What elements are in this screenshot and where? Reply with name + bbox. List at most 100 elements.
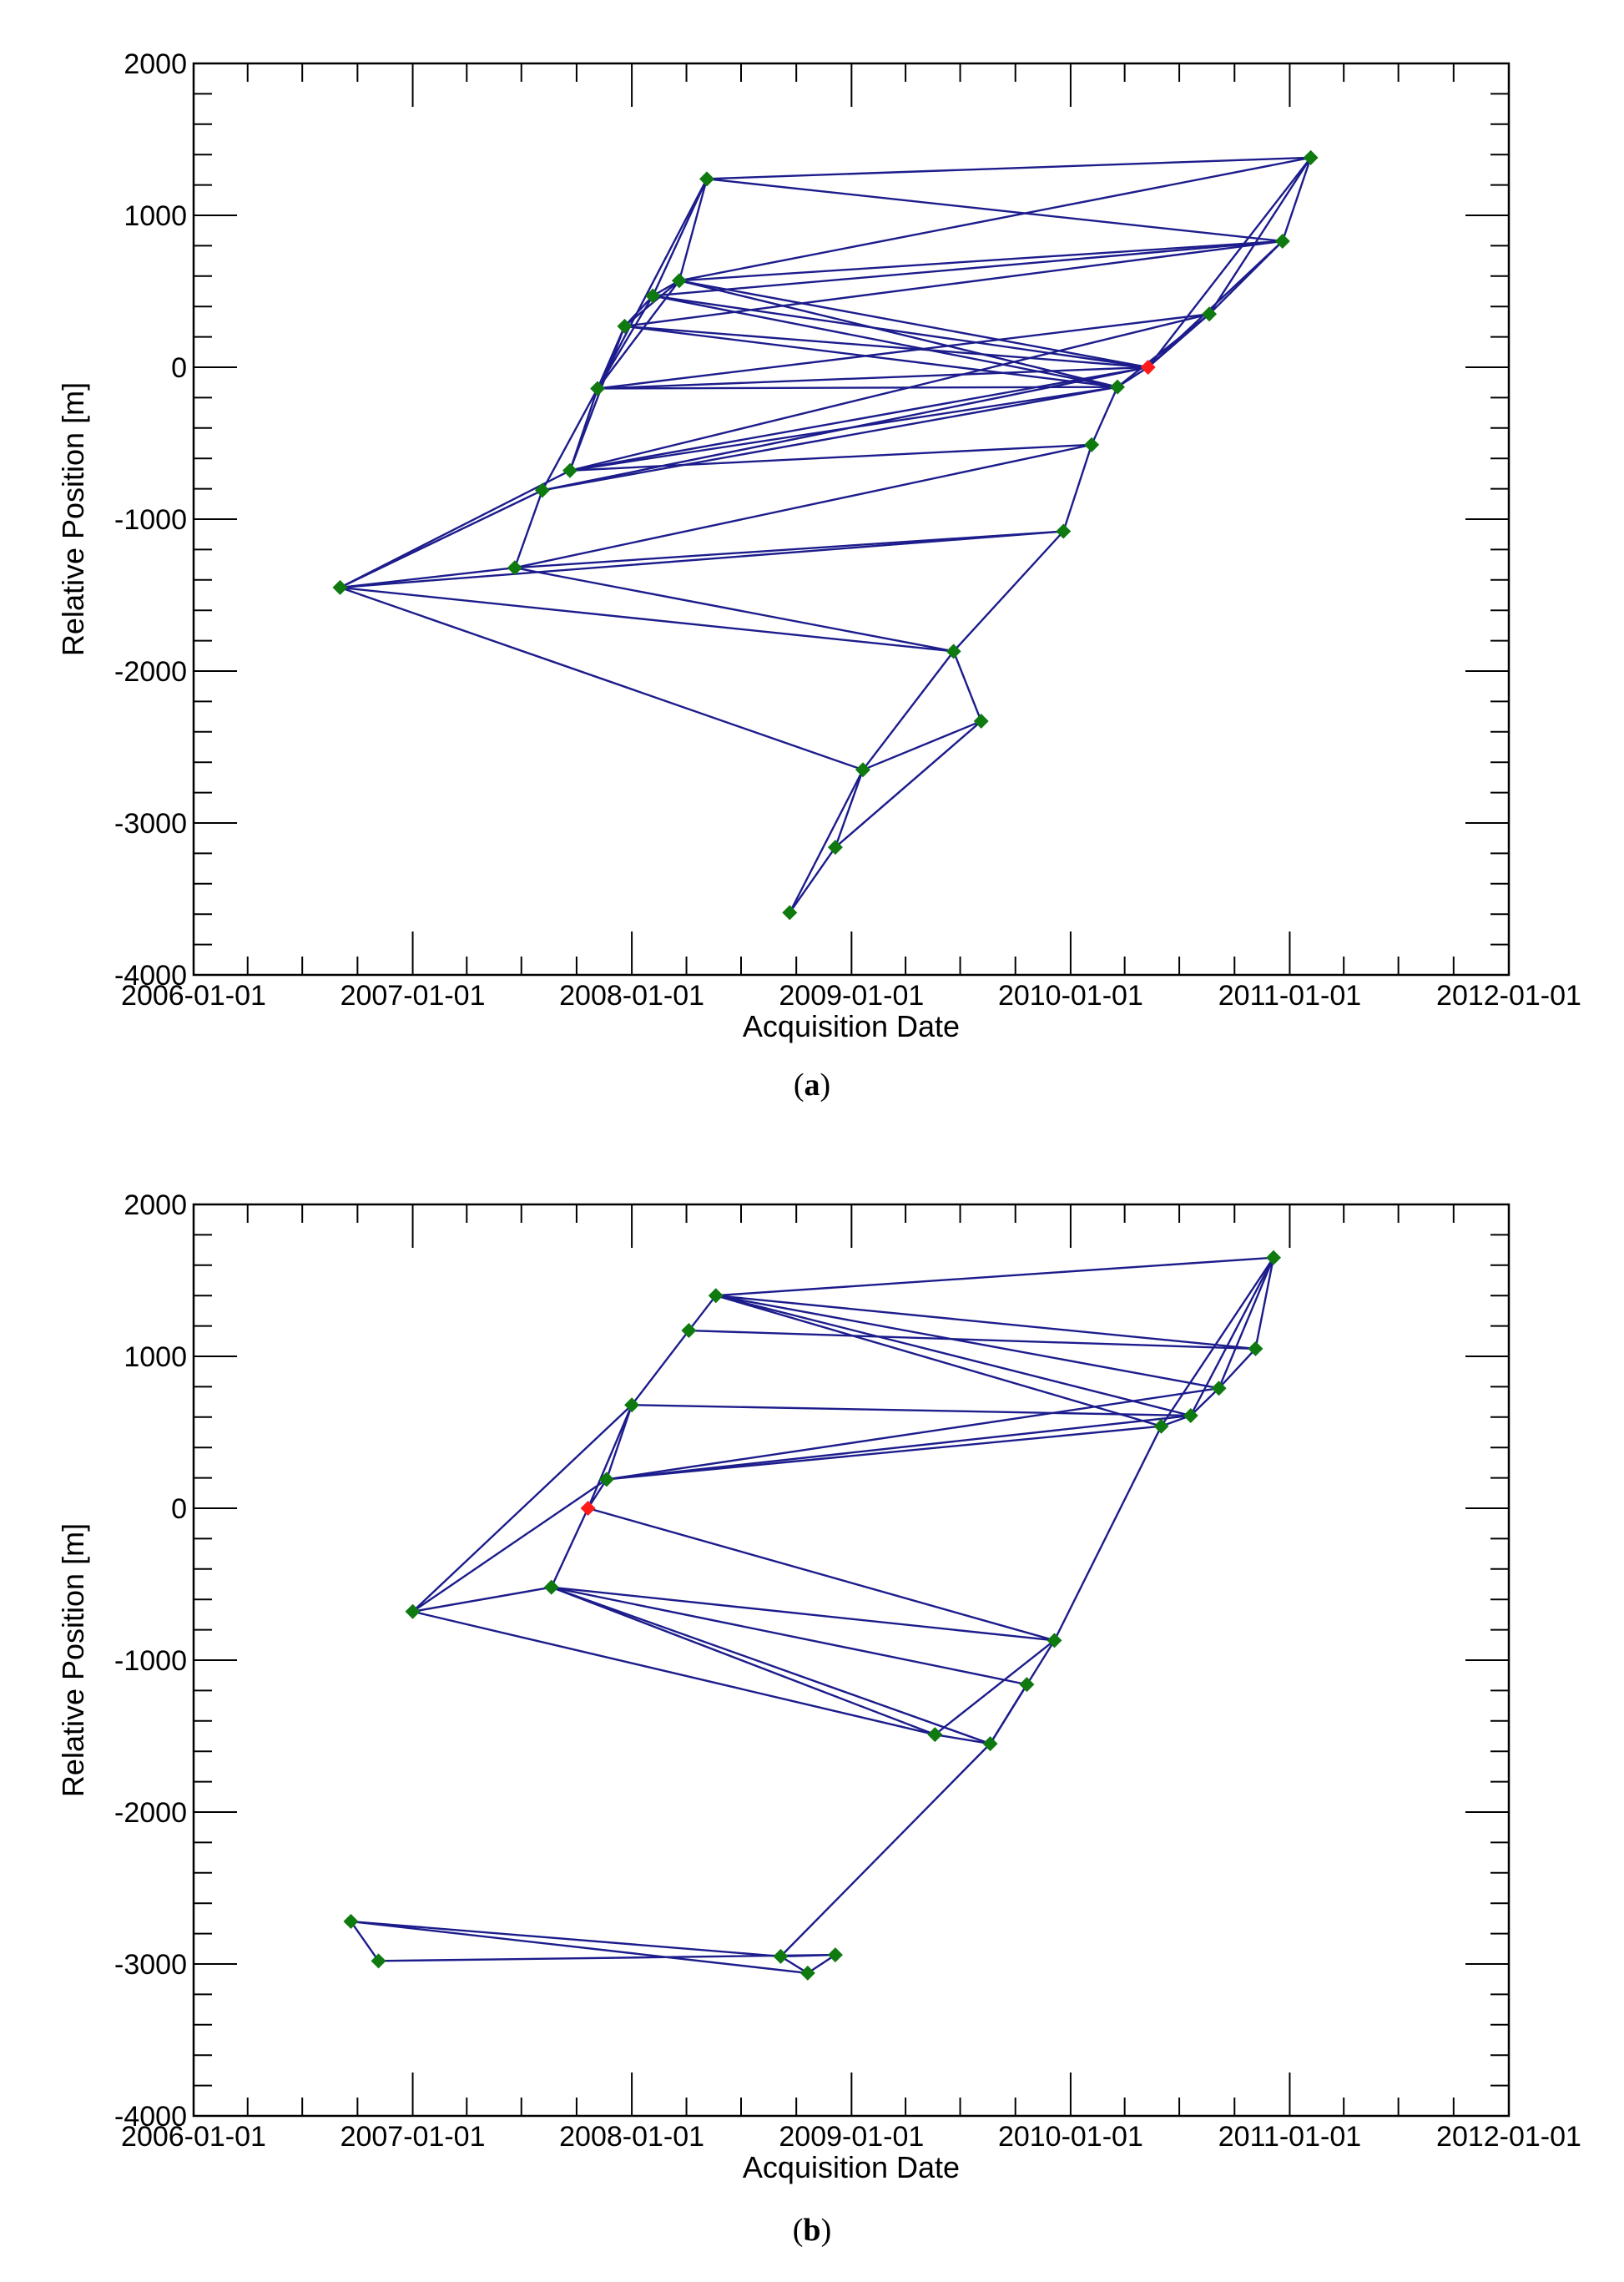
baseline-edge bbox=[715, 1295, 1219, 1390]
baseline-edge bbox=[569, 443, 1092, 472]
baseline-edge bbox=[340, 567, 515, 589]
baseline-edge bbox=[551, 1586, 1055, 1642]
y-ticks bbox=[194, 1204, 1509, 2117]
baseline-edge bbox=[550, 1507, 589, 1588]
x-tick-label: 2010-01-01 bbox=[998, 2121, 1143, 2153]
baseline-edge bbox=[678, 179, 709, 281]
acquisition-node bbox=[507, 560, 522, 576]
x-tick-label: 2008-01-01 bbox=[559, 2121, 704, 2153]
acquisition-node bbox=[671, 273, 687, 289]
baseline-edge bbox=[715, 1295, 1256, 1351]
baseline-edge bbox=[569, 313, 1210, 472]
x-tick-label: 2009-01-01 bbox=[779, 980, 924, 1012]
baseline-edge bbox=[551, 1586, 936, 1736]
acquisition-node bbox=[1047, 1633, 1062, 1648]
acquisition-node bbox=[1202, 306, 1218, 322]
baseline-edge bbox=[551, 1586, 991, 1745]
baseline-edge bbox=[623, 280, 680, 327]
acquisition-node bbox=[681, 1323, 697, 1339]
acquisition-node bbox=[1153, 1418, 1169, 1434]
y-tick-label: -4000 bbox=[114, 960, 187, 992]
x-axis-title: Acquisition Date bbox=[743, 2150, 960, 2184]
x-tick-labels: 2006-01-01 2007-01-01 2008-01-01 2009-01-01… bbox=[121, 980, 1581, 1012]
plot-frame bbox=[192, 62, 1511, 977]
baseline-edge bbox=[678, 156, 1311, 282]
baseline-edge bbox=[1189, 1387, 1220, 1416]
x-tick-label: 2012-01-01 bbox=[1436, 2121, 1581, 2153]
baseline-edge bbox=[606, 1414, 1191, 1481]
x-tick-label: 2011-01-01 bbox=[1218, 2121, 1361, 2153]
caption-a: (a) bbox=[793, 1068, 831, 1103]
master-node bbox=[1140, 360, 1156, 375]
baseline-edge bbox=[605, 1404, 633, 1480]
baseline-edge bbox=[632, 1404, 1191, 1417]
baseline-edge bbox=[340, 530, 1064, 589]
baseline-edge bbox=[688, 1295, 717, 1331]
acquisition-nodes bbox=[343, 1250, 1282, 1981]
baseline-edge bbox=[514, 567, 954, 653]
baseline-edge bbox=[587, 1404, 633, 1509]
baseline-edge bbox=[678, 280, 1118, 388]
acquisition-node bbox=[927, 1727, 943, 1743]
baseline-edge bbox=[1218, 1348, 1257, 1390]
baseline-edge bbox=[339, 469, 571, 588]
acquisition-node bbox=[1084, 437, 1100, 452]
y-tick-label: -1000 bbox=[114, 1645, 187, 1677]
acquisition-node bbox=[855, 762, 871, 778]
baseline-edge bbox=[678, 280, 1148, 369]
acquisition-node bbox=[946, 644, 961, 659]
baseline-edge bbox=[350, 1921, 380, 1962]
acquisition-node bbox=[371, 1953, 386, 1969]
baseline-edge bbox=[952, 530, 1065, 653]
baseline-edge bbox=[1160, 1257, 1275, 1427]
baseline-edge bbox=[862, 719, 982, 771]
baseline-edge bbox=[807, 1954, 836, 1974]
baseline-edge bbox=[1053, 1426, 1163, 1641]
baseline-edge bbox=[378, 1953, 835, 1962]
chart-panel-a: 2000 1000 0 -1000 -2000 -3000 -4000 2006-01-01 2… bbox=[56, 48, 1581, 1103]
baseline-edge bbox=[678, 240, 1283, 282]
baseline-edge bbox=[789, 846, 836, 914]
baseline-edge bbox=[780, 1953, 835, 1958]
acquisition-node bbox=[973, 714, 989, 730]
y-tick-label: 2000 bbox=[124, 1189, 187, 1221]
x-ticks bbox=[193, 63, 1510, 975]
y-tick-label: -2000 bbox=[114, 1797, 187, 1829]
baseline-edge bbox=[715, 1295, 1192, 1417]
y-tick-label: 1000 bbox=[124, 200, 187, 232]
acquisition-node bbox=[598, 1472, 614, 1487]
acquisition-node bbox=[1056, 523, 1072, 539]
baseline-edge bbox=[653, 295, 1118, 388]
x-tick-labels: 2006-01-01 2007-01-01 2008-01-01 2009-01-01… bbox=[121, 2121, 1581, 2153]
x-ticks bbox=[193, 1204, 1510, 2116]
x-tick-label: 2010-01-01 bbox=[998, 980, 1143, 1012]
y-tick-labels: 2000 1000 0 -1000 -2000 -3000 -4000 bbox=[114, 48, 187, 992]
acquisition-node bbox=[799, 1965, 815, 1981]
y-ticks bbox=[194, 63, 1509, 976]
acquisition-node bbox=[343, 1914, 359, 1930]
baseline-edge bbox=[688, 1329, 1256, 1351]
acquisition-node bbox=[773, 1948, 789, 1964]
baseline-edge bbox=[606, 1425, 1162, 1481]
baseline-edges bbox=[339, 156, 1312, 914]
plot-frame bbox=[192, 1203, 1511, 2118]
y-tick-labels: 2000 1000 0 -1000 -2000 -3000 -4000 bbox=[114, 1189, 187, 2133]
acquisition-node bbox=[1274, 233, 1290, 249]
acquisition-node bbox=[1110, 379, 1126, 395]
x-tick-label: 2011-01-01 bbox=[1218, 980, 1361, 1012]
acquisition-node bbox=[1019, 1677, 1035, 1693]
acquisition-node bbox=[543, 1579, 559, 1595]
acquisition-node bbox=[782, 905, 798, 921]
baseline-edge bbox=[597, 280, 680, 390]
acquisition-node bbox=[982, 1736, 998, 1752]
acquisition-node bbox=[827, 840, 843, 856]
chart-panel-b: 2000 1000 0 -1000 -2000 -3000 -4000 2006-01-01 2… bbox=[0, 1141, 1624, 2282]
acquisition-node bbox=[708, 1288, 724, 1304]
baseline-edge bbox=[598, 366, 1148, 390]
x-axis-title: Acquisition Date bbox=[743, 1009, 960, 1043]
baseline-edge bbox=[1208, 240, 1284, 316]
baseline-edge bbox=[1218, 1257, 1275, 1389]
baseline-edge bbox=[835, 720, 982, 849]
x-tick-label: 2006-01-01 bbox=[121, 980, 266, 1012]
